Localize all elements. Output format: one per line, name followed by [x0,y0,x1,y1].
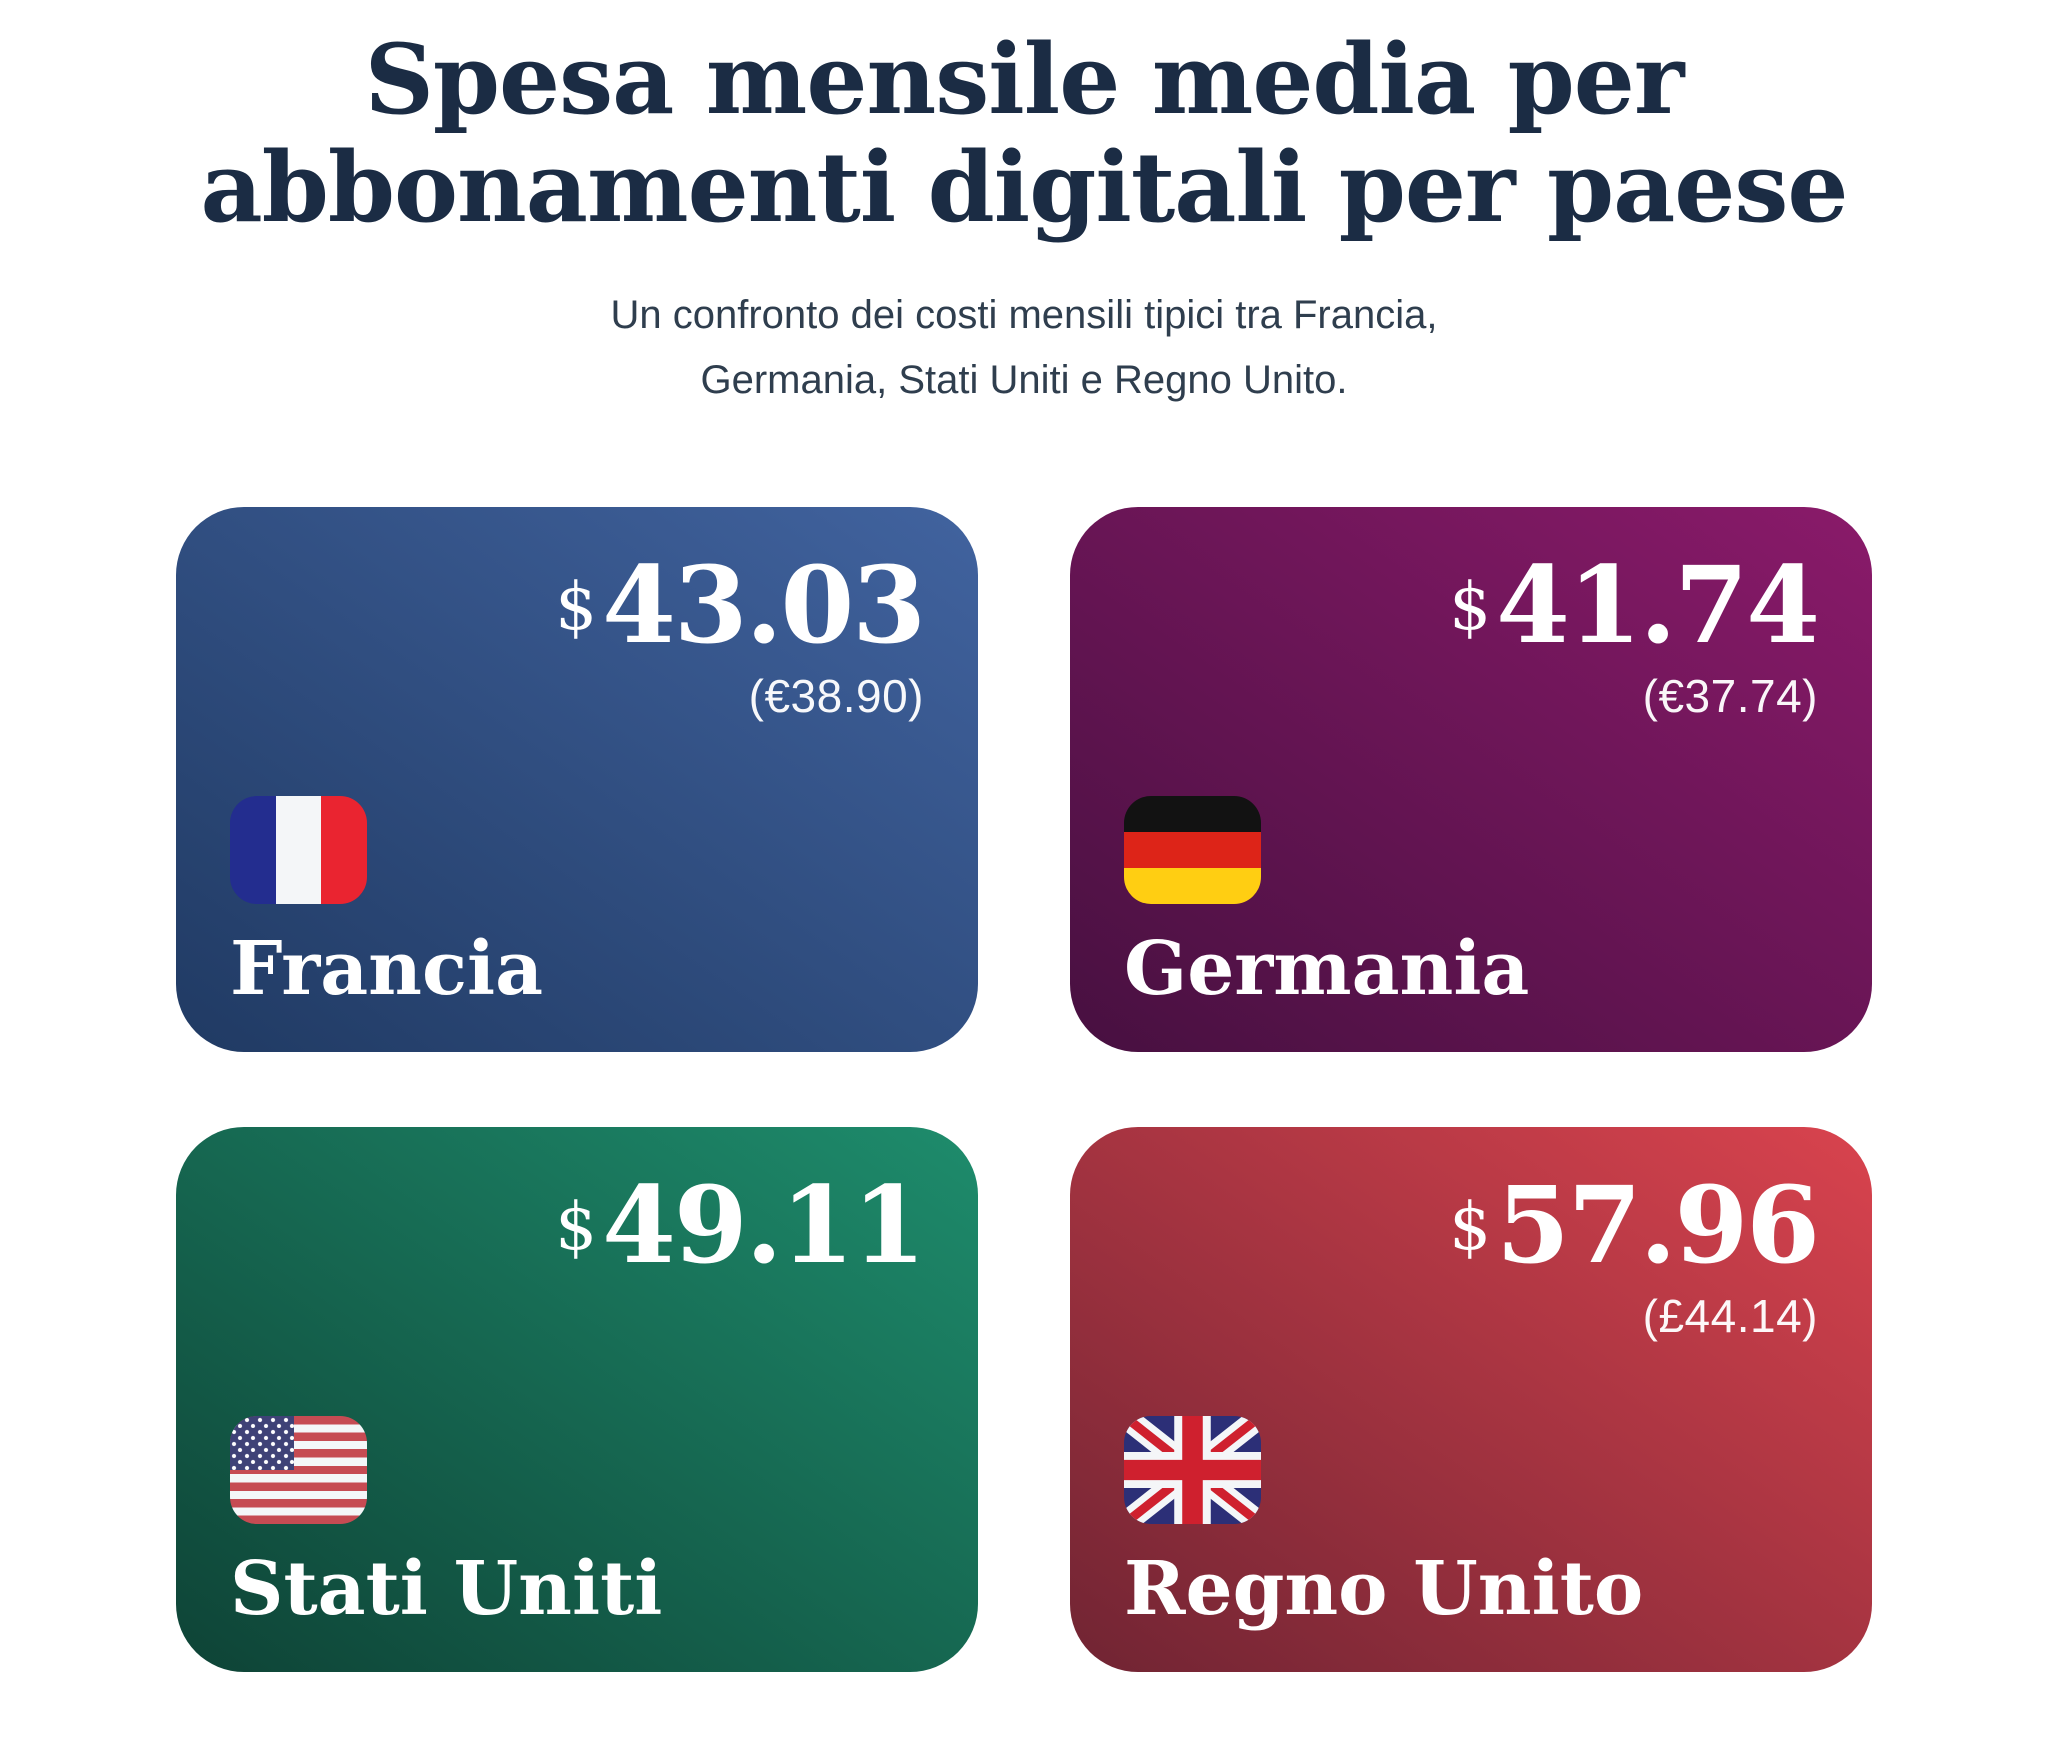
page-title-line1: Spesa mensile media per [364,23,1685,136]
flag-france-icon [230,795,367,904]
flag-germany-icon [1124,795,1261,904]
price-local-stati-uniti [230,1288,924,1346]
page-subtitle-line1: Un confronto dei costi mensili tipici tr… [610,293,1438,338]
page-subtitle: Un confronto dei costi mensili tipici tr… [0,283,2048,413]
price-usd-stati-uniti: $49.11 [230,1168,926,1280]
country-name-germania: Germania [1124,925,1530,1012]
price-local-germania: (€37.74) [1642,669,1818,722]
price-amount: 43.03 [602,541,926,667]
country-card-regno-unito: $57.96 (£44.14) Regno Unito [1070,1126,1872,1672]
price-usd-regno-unito: $57.96 [1124,1168,1820,1280]
card-footer-stati-uniti: Stati Uniti [230,1415,924,1632]
dollar-sign-icon: $ [555,568,598,645]
price-block-stati-uniti: $49.11 [230,1168,926,1346]
page-title: Spesa mensile media per abbonamenti digit… [0,26,2048,241]
dollar-sign-icon: $ [1449,1188,1492,1265]
country-name-stati-uniti: Stati Uniti [230,1545,663,1632]
price-amount: 57.96 [1496,1161,1820,1287]
price-local-regno-unito: (£44.14) [1642,1289,1818,1342]
price-amount: 41.74 [1496,541,1820,667]
flag-usa-icon [230,1415,367,1524]
country-name-francia: Francia [230,925,544,1012]
country-cards-grid: $43.03 (€38.90) Francia $41.74 (€37.74) … [176,506,1872,1672]
flag-uk-icon [1124,1415,1261,1524]
dollar-sign-icon: $ [555,1188,598,1265]
country-card-stati-uniti: $49.11 Stati Uniti [176,1126,978,1672]
price-amount: 49.11 [602,1161,926,1287]
page-subtitle-line2: Germania, Stati Uniti e Regno Unito. [700,357,1348,402]
country-card-germania: $41.74 (€37.74) Germania [1070,506,1872,1052]
dollar-sign-icon: $ [1449,568,1492,645]
price-block-regno-unito: $57.96 (£44.14) [1124,1168,1820,1346]
country-card-francia: $43.03 (€38.90) Francia [176,506,978,1052]
page-title-line2: abbonamenti digitali per paese [200,130,1849,244]
price-usd-germania: $41.74 [1124,548,1820,660]
price-local-francia: (€38.90) [748,669,924,722]
price-usd-francia: $43.03 [230,548,926,660]
country-name-regno-unito: Regno Unito [1124,1545,1644,1632]
card-footer-regno-unito: Regno Unito [1124,1415,1818,1632]
card-footer-germania: Germania [1124,795,1818,1012]
card-footer-francia: Francia [230,795,924,1012]
price-block-francia: $43.03 (€38.90) [230,548,926,726]
price-block-germania: $41.74 (€37.74) [1124,548,1820,726]
